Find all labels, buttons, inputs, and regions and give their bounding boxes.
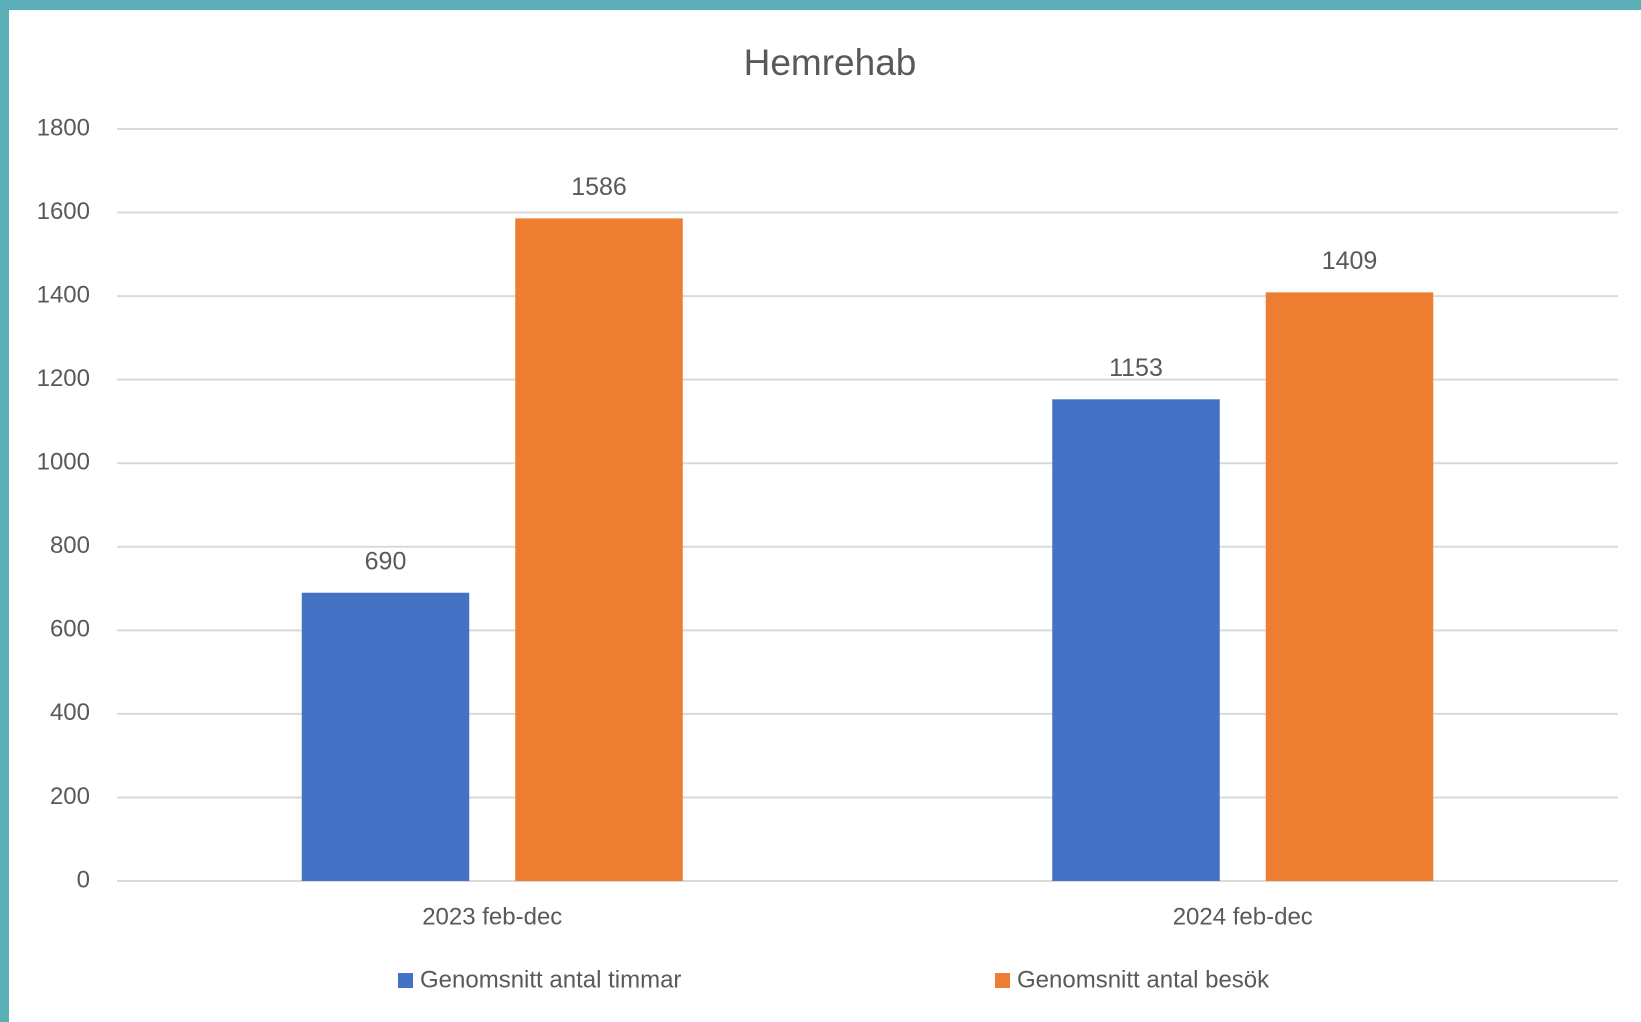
y-tick-label: 400: [50, 699, 90, 726]
frame-left: [0, 0, 9, 1022]
bar: [515, 218, 683, 882]
value-label: 690: [365, 547, 407, 575]
y-tick-label: 0: [77, 866, 90, 893]
value-label: 1409: [1322, 247, 1378, 275]
x-tick-label: 2023 feb-dec: [422, 903, 562, 930]
y-tick-label: 600: [50, 616, 90, 643]
value-label: 1153: [1109, 354, 1163, 382]
legend-swatch: [398, 973, 413, 988]
bar: [1265, 292, 1434, 882]
value-label: 1586: [571, 173, 627, 201]
legend-swatch: [995, 973, 1010, 988]
y-tick-label: 800: [50, 532, 90, 559]
y-tick-label: 1200: [37, 365, 90, 392]
y-tick-label: 200: [50, 783, 90, 810]
y-tick-label: 1800: [37, 114, 90, 141]
y-tick-label: 1000: [37, 449, 90, 476]
legend-label: Genomsnitt antal timmar: [420, 966, 681, 993]
y-tick-label: 1600: [37, 198, 90, 225]
bar: [301, 592, 470, 881]
x-tick-label: 2024 feb-dec: [1173, 903, 1313, 930]
bar: [1052, 399, 1220, 881]
frame-top: [0, 0, 1641, 10]
y-tick-label: 1400: [37, 281, 90, 308]
legend-label: Genomsnitt antal besök: [1017, 966, 1270, 993]
chart-title: Hemrehab: [744, 42, 917, 83]
